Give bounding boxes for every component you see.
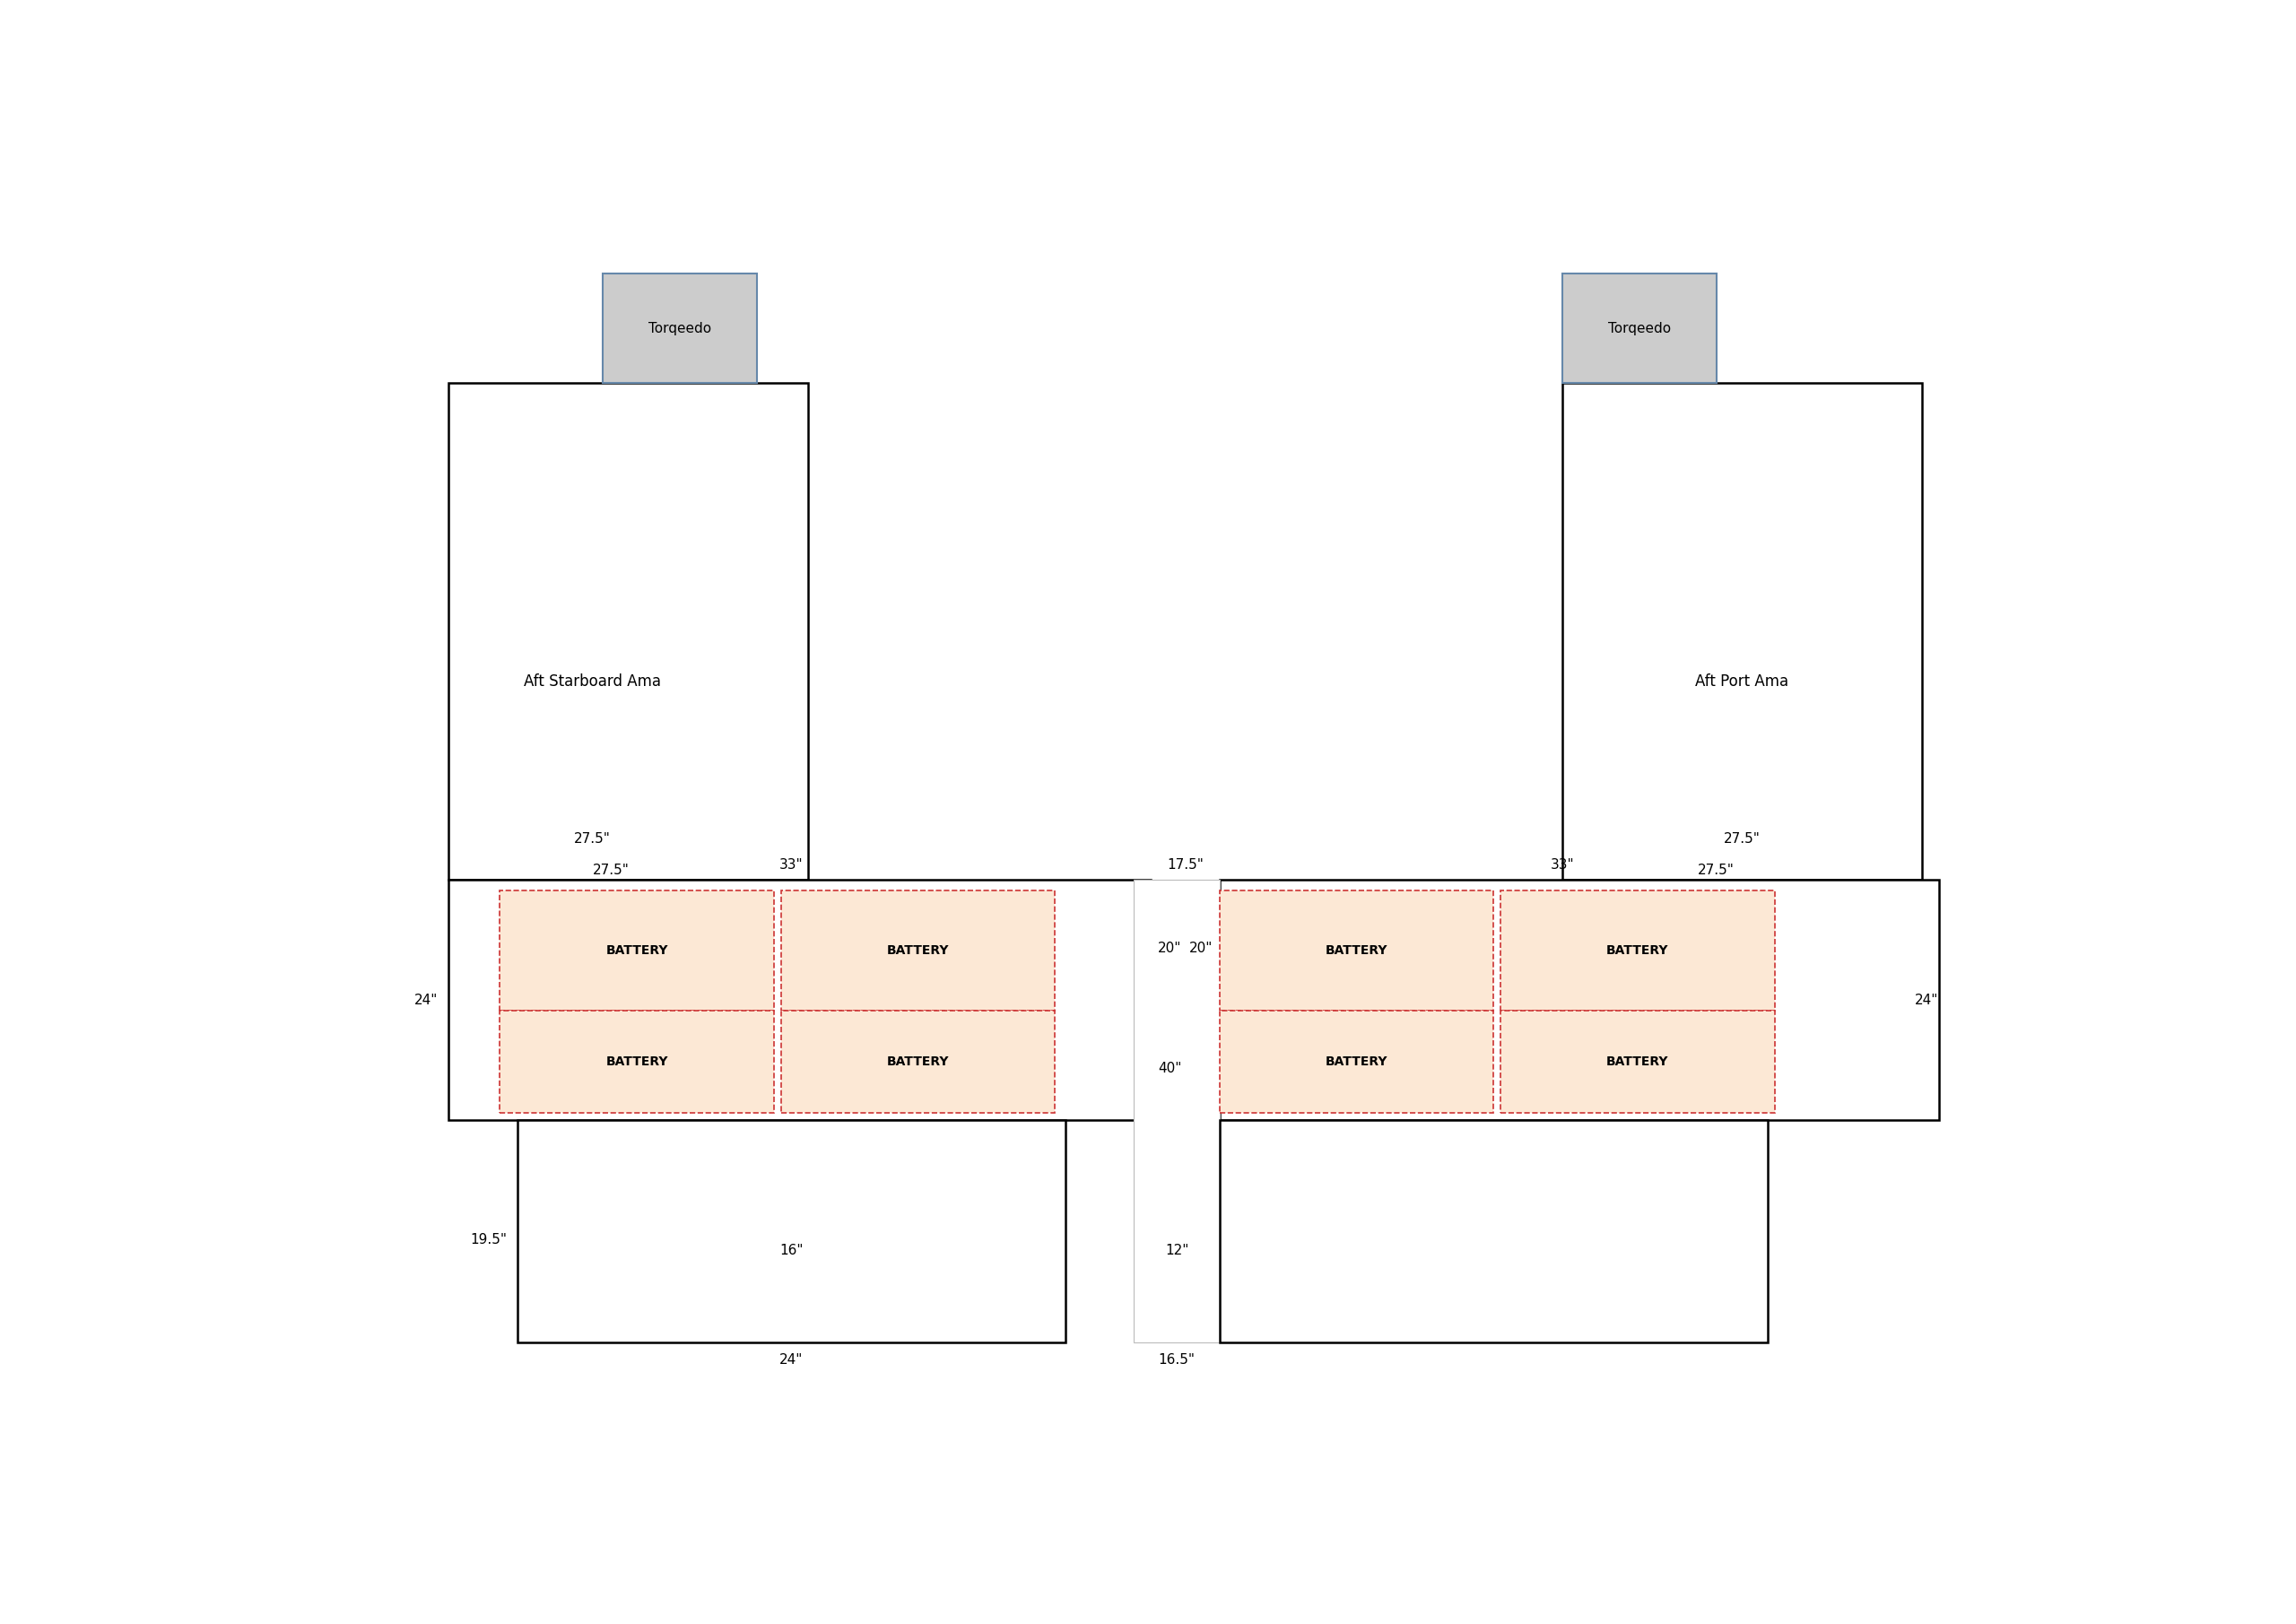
- Text: 40": 40": [1157, 1062, 1182, 1075]
- Bar: [1219, 1121, 1768, 1343]
- Text: Torqeedo: Torqeedo: [1607, 322, 1671, 335]
- Bar: [1219, 880, 1940, 1121]
- Bar: [1134, 880, 1219, 1343]
- Text: 16.5": 16.5": [1157, 1353, 1196, 1366]
- Text: Aft Starboard Ama: Aft Starboard Ama: [523, 674, 661, 690]
- Bar: [448, 383, 808, 880]
- Text: 27.5": 27.5": [1724, 831, 1761, 846]
- Bar: [1219, 890, 1495, 1010]
- Bar: [448, 880, 1150, 1121]
- Text: 17.5": 17.5": [1166, 857, 1203, 872]
- Bar: [781, 890, 1056, 1010]
- Text: 16": 16": [778, 1244, 804, 1257]
- Text: 33": 33": [778, 857, 804, 872]
- Bar: [604, 274, 758, 383]
- Text: 24": 24": [778, 1353, 804, 1366]
- Text: BATTERY: BATTERY: [606, 1056, 668, 1069]
- Text: BATTERY: BATTERY: [1325, 944, 1387, 957]
- Bar: [1561, 383, 1922, 880]
- Bar: [781, 1010, 1056, 1112]
- Text: 33": 33": [1550, 857, 1575, 872]
- Text: 24": 24": [416, 994, 439, 1007]
- Bar: [501, 1010, 774, 1112]
- Text: BATTERY: BATTERY: [886, 944, 948, 957]
- Text: Torqeedo: Torqeedo: [647, 322, 712, 335]
- Bar: [501, 890, 774, 1010]
- Text: 20": 20": [1157, 942, 1182, 955]
- Text: Aft Port Ama: Aft Port Ama: [1694, 674, 1789, 690]
- Bar: [1561, 274, 1717, 383]
- Bar: [517, 1121, 1065, 1343]
- Text: 27.5": 27.5": [1699, 864, 1736, 877]
- Text: BATTERY: BATTERY: [886, 1056, 948, 1069]
- Text: BATTERY: BATTERY: [1607, 944, 1669, 957]
- Text: 20": 20": [1189, 942, 1212, 955]
- Text: BATTERY: BATTERY: [1325, 1056, 1387, 1069]
- Text: 19.5": 19.5": [471, 1233, 507, 1247]
- Bar: [1502, 890, 1775, 1010]
- Text: 12": 12": [1164, 1244, 1189, 1257]
- Bar: [1502, 1010, 1775, 1112]
- Bar: [1219, 1010, 1495, 1112]
- Text: 27.5": 27.5": [592, 864, 629, 877]
- Text: BATTERY: BATTERY: [606, 944, 668, 957]
- Text: 24": 24": [1915, 994, 1938, 1007]
- Text: 27.5": 27.5": [574, 831, 611, 846]
- Text: BATTERY: BATTERY: [1607, 1056, 1669, 1069]
